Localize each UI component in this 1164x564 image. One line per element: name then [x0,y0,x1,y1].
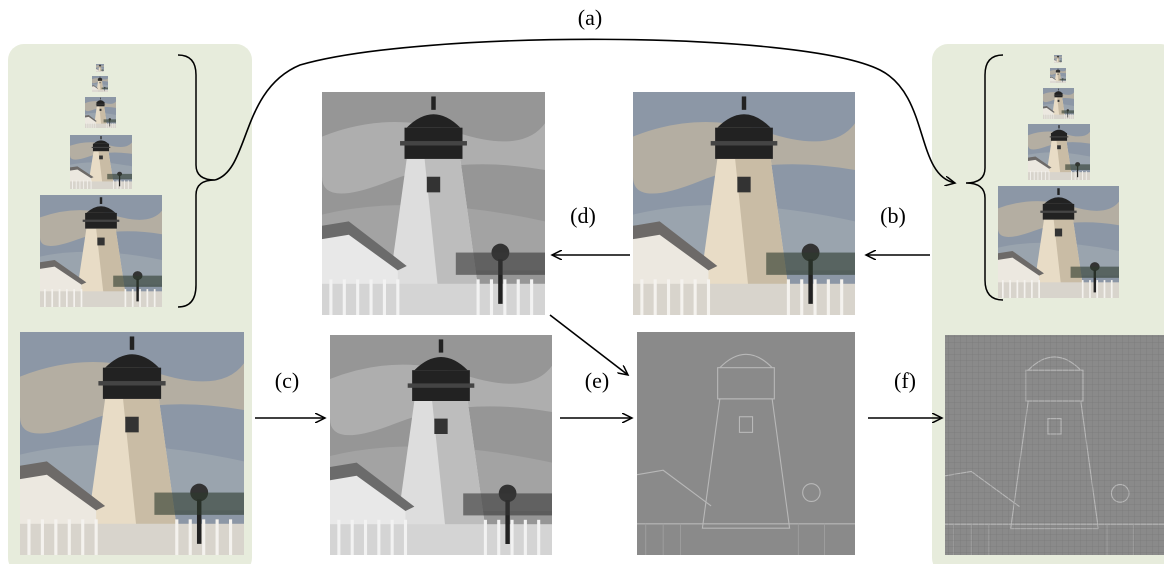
edge-label: (b) [880,203,906,228]
edge-label: (c) [275,368,299,393]
detail-image [637,332,855,555]
edge-label: (a) [578,5,602,30]
input-image [20,332,244,555]
diagram: (a) (b) (c) (d) (e) (f) [0,0,1164,564]
reconstructed-image [633,92,855,315]
edge-label: (f) [894,368,916,393]
edge-label: (d) [570,203,596,228]
edge-label: (e) [585,368,609,393]
encoded-image [945,335,1164,555]
grey-blur-image [322,92,545,315]
grey-image [330,335,552,555]
arrow-diagonal [550,315,628,375]
